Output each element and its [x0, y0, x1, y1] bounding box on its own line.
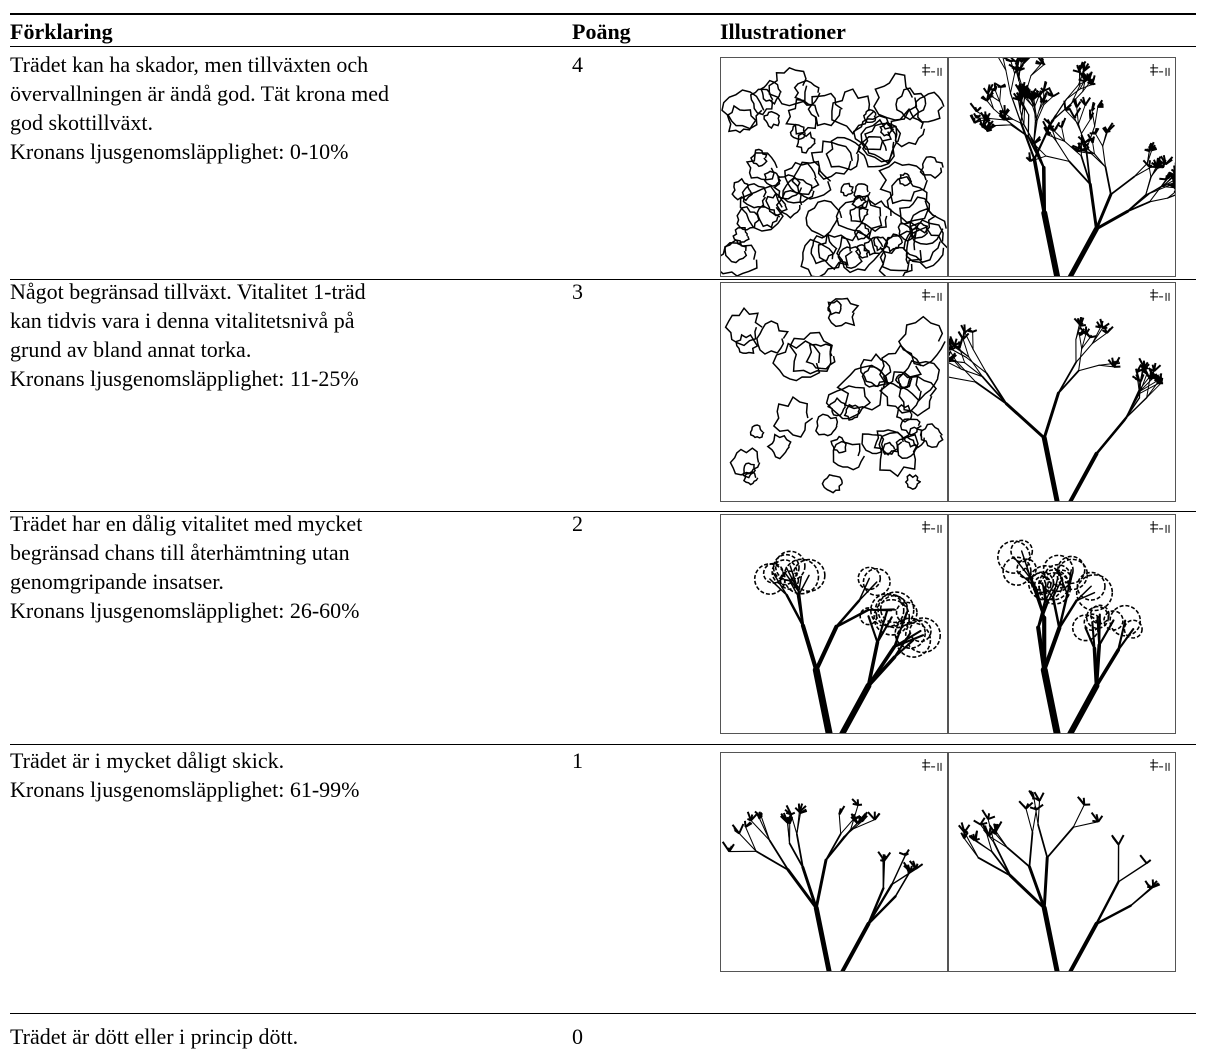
points: 1 — [572, 748, 583, 773]
rule — [10, 1013, 1196, 1014]
description-line: genomgripande insatser. — [10, 569, 224, 594]
description-line: begränsad chans till återhämtning utan — [10, 540, 350, 565]
description-line: Något begränsad tillväxt. Vitalitet 1-tr… — [10, 279, 366, 304]
illustration — [948, 282, 1176, 502]
description-line: god skottillväxt. — [10, 110, 153, 135]
rule — [10, 46, 1196, 47]
illustration — [720, 514, 948, 734]
description-line: Trädet har en dålig vitalitet med mycket — [10, 511, 363, 536]
points: 0 — [572, 1024, 583, 1049]
description-line: Kronans ljusgenomsläpplighet: 0-10% — [10, 139, 349, 164]
illustration — [948, 752, 1176, 972]
rule — [10, 13, 1196, 15]
header-cell: Illustrationer — [720, 19, 846, 44]
description-line: Trädet kan ha skador, men tillväxten och — [10, 52, 369, 77]
illustration — [720, 752, 948, 972]
illustration — [720, 57, 948, 277]
points: 2 — [572, 511, 583, 536]
description-line: Kronans ljusgenomsläpplighet: 26-60% — [10, 598, 360, 623]
description-line: Kronans ljusgenomsläpplighet: 11-25% — [10, 366, 359, 391]
description-line: kan tidvis vara i denna vitalitetsnivå p… — [10, 308, 355, 333]
description-line: Kronans ljusgenomsläpplighet: 61-99% — [10, 777, 360, 802]
rule — [10, 279, 1196, 280]
description-line: Trädet är i mycket dåligt skick. — [10, 748, 285, 773]
illustration — [948, 514, 1176, 734]
rule — [10, 511, 1196, 512]
illustration — [720, 282, 948, 502]
illustration — [948, 57, 1176, 277]
description-line: Trädet är dött eller i princip dött. — [10, 1024, 299, 1049]
rule — [10, 744, 1196, 745]
points: 4 — [572, 52, 583, 77]
header-cell: Poäng — [572, 19, 631, 44]
header-cell: Förklaring — [10, 19, 113, 44]
description-line: övervallningen är ändå god. Tät krona me… — [10, 81, 389, 106]
points: 3 — [572, 279, 583, 304]
description-line: grund av bland annat torka. — [10, 337, 252, 362]
